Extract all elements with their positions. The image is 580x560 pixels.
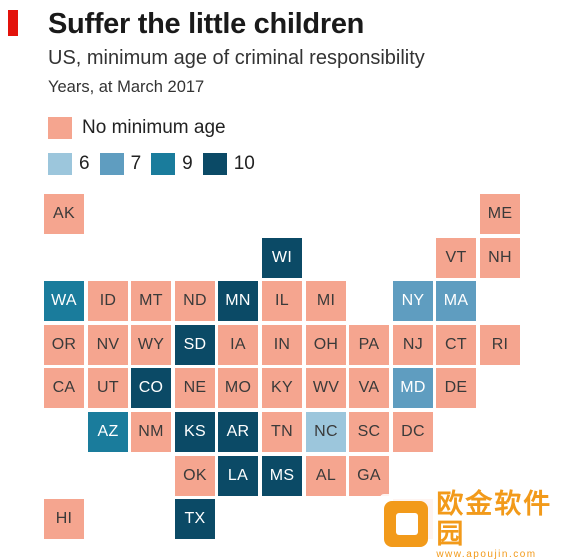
state-tile-mo: MO (218, 368, 258, 408)
legend-swatch-none (48, 117, 72, 139)
state-tile-hi: HI (44, 499, 84, 539)
state-tile-co: CO (131, 368, 171, 408)
state-tile-ca: CA (44, 368, 84, 408)
state-tile-wa: WA (44, 281, 84, 321)
legend-swatch-9 (151, 153, 176, 175)
state-tile-or: OR (44, 325, 84, 365)
state-tile-ar: AR (218, 412, 258, 452)
state-tile-wi: WI (262, 238, 302, 278)
chart-title: Suffer the little children (48, 8, 365, 40)
legend-no-minimum: No minimum age (48, 115, 226, 141)
orange-app-logo-icon (384, 501, 429, 547)
legend-item-6: 6 (48, 153, 90, 175)
state-tile-nm: NM (131, 412, 171, 452)
legend-age-scale: 6 7 9 10 (48, 151, 265, 177)
state-tile-wy: WY (131, 325, 171, 365)
state-tile-pa: PA (349, 325, 389, 365)
brand-accent-bar (8, 10, 18, 36)
state-tile-ne: NE (175, 368, 215, 408)
state-tile-ny: NY (393, 281, 433, 321)
state-tile-ms: MS (262, 456, 302, 496)
state-tile-md: MD (393, 368, 433, 408)
legend-item-9: 9 (151, 153, 193, 175)
state-tile-sc: SC (349, 412, 389, 452)
legend-label-6: 6 (79, 153, 90, 174)
state-tile-ok: OK (175, 456, 215, 496)
watermark-url: www.apoujin.com (436, 548, 537, 560)
state-tile-nv: NV (88, 325, 128, 365)
state-tile-mn: MN (218, 281, 258, 321)
watermark-site-name: 欧金软件园 (436, 488, 553, 549)
state-tile-la: LA (218, 456, 258, 496)
state-tile-wv: WV (306, 368, 346, 408)
state-tile-ak: AK (44, 194, 84, 234)
legend-label-none: No minimum age (82, 117, 226, 138)
state-tile-me: ME (480, 194, 520, 234)
state-tile-ut: UT (88, 368, 128, 408)
state-tile-vt: VT (436, 238, 476, 278)
state-tile-in: IN (262, 325, 302, 365)
chart-subtitle: US, minimum age of criminal responsibili… (48, 47, 425, 69)
state-tile-tx: TX (175, 499, 215, 539)
state-tile-mi: MI (306, 281, 346, 321)
legend-label-9: 9 (182, 153, 193, 174)
state-tile-ct: CT (436, 325, 476, 365)
state-tile-sd: SD (175, 325, 215, 365)
state-tile-ri: RI (480, 325, 520, 365)
state-tile-dc: DC (393, 412, 433, 452)
state-tile-ky: KY (262, 368, 302, 408)
state-tile-nd: ND (175, 281, 215, 321)
state-tile-ma: MA (436, 281, 476, 321)
state-tile-tn: TN (262, 412, 302, 452)
state-tile-az: AZ (88, 412, 128, 452)
state-tile-ks: KS (175, 412, 215, 452)
legend-label-10: 10 (233, 153, 255, 174)
watermark-text: 欧金软件园 www.apoujin.com (436, 489, 576, 560)
legend-swatch-6 (48, 153, 72, 175)
state-tile-ia: IA (218, 325, 258, 365)
state-tile-nh: NH (480, 238, 520, 278)
state-tile-id: ID (88, 281, 128, 321)
legend-item-7: 7 (99, 153, 142, 175)
legend-swatch-10 (202, 153, 227, 175)
state-tile-al: AL (306, 456, 346, 496)
state-tile-nj: NJ (393, 325, 433, 365)
state-tile-il: IL (262, 281, 302, 321)
legend-label-7: 7 (130, 153, 142, 174)
state-tile-va: VA (349, 368, 389, 408)
site-watermark: 欧金软件园 www.apoujin.com (380, 489, 576, 560)
legend-swatch-7 (99, 153, 124, 175)
state-tile-nc: NC (306, 412, 346, 452)
legend-item-10: 10 (202, 153, 255, 175)
state-tile-de: DE (436, 368, 476, 408)
state-tile-oh: OH (306, 325, 346, 365)
state-tile-ga: GA (349, 456, 389, 496)
unit-note: Years, at March 2017 (48, 78, 205, 96)
state-tile-mt: MT (131, 281, 171, 321)
